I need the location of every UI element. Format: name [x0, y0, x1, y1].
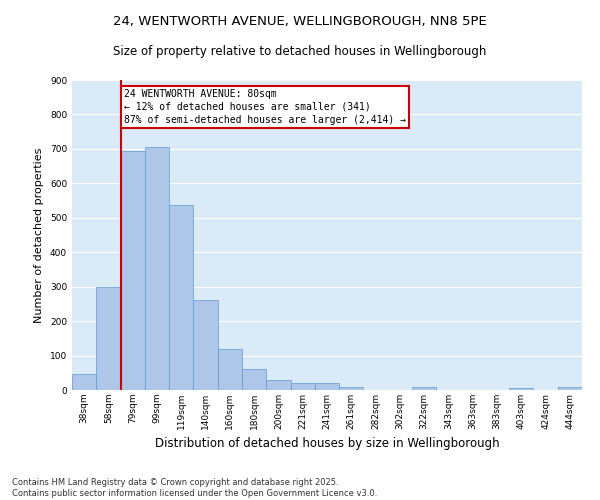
- Bar: [558, 387, 582, 390]
- Text: Contains HM Land Registry data © Crown copyright and database right 2025.
Contai: Contains HM Land Registry data © Crown c…: [12, 478, 377, 498]
- Bar: [315, 383, 339, 390]
- X-axis label: Distribution of detached houses by size in Wellingborough: Distribution of detached houses by size …: [155, 438, 499, 450]
- Bar: [339, 387, 364, 390]
- Bar: [266, 380, 290, 390]
- Bar: [218, 348, 242, 390]
- Bar: [290, 383, 315, 390]
- Text: Size of property relative to detached houses in Wellingborough: Size of property relative to detached ho…: [113, 45, 487, 58]
- Bar: [509, 388, 533, 390]
- Bar: [412, 387, 436, 390]
- Bar: [72, 374, 96, 390]
- Bar: [145, 147, 169, 390]
- Bar: [193, 300, 218, 390]
- Bar: [169, 205, 193, 390]
- Bar: [96, 286, 121, 390]
- Text: 24 WENTWORTH AVENUE: 80sqm
← 12% of detached houses are smaller (341)
87% of sem: 24 WENTWORTH AVENUE: 80sqm ← 12% of deta…: [124, 88, 406, 125]
- Y-axis label: Number of detached properties: Number of detached properties: [34, 148, 44, 322]
- Bar: [242, 370, 266, 390]
- Bar: [121, 150, 145, 390]
- Text: 24, WENTWORTH AVENUE, WELLINGBOROUGH, NN8 5PE: 24, WENTWORTH AVENUE, WELLINGBOROUGH, NN…: [113, 15, 487, 28]
